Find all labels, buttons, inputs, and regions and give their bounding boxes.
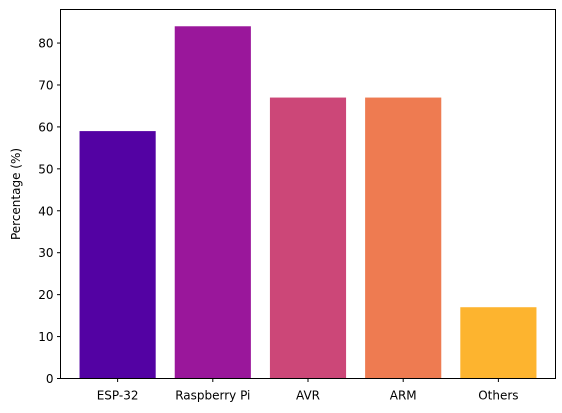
y-axis-label: Percentage (%): [9, 148, 23, 240]
plot-frame: [60, 9, 556, 379]
y-tick-label: 10: [38, 330, 53, 344]
y-tick-label: 60: [38, 120, 53, 134]
y-tick-label: 70: [38, 78, 53, 92]
bar-esp-32: [79, 131, 156, 379]
x-tick-label: Others: [478, 389, 518, 403]
x-tick-label: Raspberry Pi: [175, 389, 250, 403]
bar-avr: [269, 97, 347, 379]
y-tick-label: 80: [38, 37, 53, 51]
y-tick-label: 50: [38, 162, 53, 176]
x-axis-ticks: ESP-32 Raspberry Pi AVR ARM Others: [97, 378, 519, 403]
bar-others: [460, 307, 537, 379]
y-tick-label: 40: [38, 204, 53, 218]
x-tick-label: AVR: [296, 389, 320, 403]
y-axis-ticks: 0 10 20 30 40 50 60 70 80: [38, 37, 61, 386]
bars-group: [79, 26, 537, 379]
bar-raspberry-pi: [174, 26, 251, 379]
y-tick-label: 20: [38, 288, 53, 302]
y-tick-label: 0: [46, 372, 54, 386]
x-tick-label: ESP-32: [97, 389, 139, 403]
y-tick-label: 30: [38, 246, 53, 260]
x-tick-label: ARM: [390, 389, 417, 403]
bar-arm: [365, 97, 442, 379]
